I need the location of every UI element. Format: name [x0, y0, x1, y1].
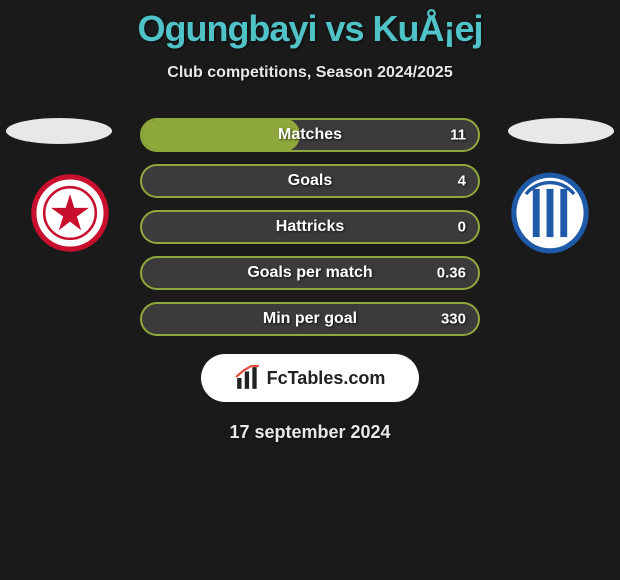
stat-row: Min per goal 330: [140, 302, 480, 336]
shield-icon: [500, 170, 600, 256]
comparison-area: Matches 11 Goals 4 Hattricks 0 Goals per match…: [0, 118, 620, 336]
stat-row: Goals per match 0.36: [140, 256, 480, 290]
stat-value-right: 0: [458, 219, 466, 236]
stat-label: Goals: [288, 172, 332, 190]
stat-row: Goals 4: [140, 164, 480, 198]
stat-fill-left: [140, 118, 300, 152]
stat-value-right: 330: [441, 311, 466, 328]
bar-chart-icon: [235, 365, 261, 391]
source-logo-box[interactable]: FcTables.com: [201, 354, 419, 402]
stat-value-right: 11: [450, 127, 466, 144]
stat-label: Goals per match: [247, 264, 372, 282]
subtitle: Club competitions, Season 2024/2025: [0, 64, 620, 82]
date-line: 17 september 2024: [0, 422, 620, 443]
stat-row: Hattricks 0: [140, 210, 480, 244]
stat-label: Min per goal: [263, 310, 357, 328]
club-badge-left: [20, 170, 120, 256]
source-logo-text: FcTables.com: [267, 368, 386, 389]
stat-value-right: 0.36: [437, 265, 466, 282]
stat-value-right: 4: [458, 173, 466, 190]
stat-row: Matches 11: [140, 118, 480, 152]
club-badge-right: [500, 170, 600, 256]
shield-icon: [20, 170, 120, 256]
page-title: Ogungbayi vs KuÅ¡ej: [0, 0, 620, 50]
player-oval-left: [6, 118, 112, 144]
stat-label: Hattricks: [276, 218, 344, 236]
stat-label: Matches: [278, 126, 342, 144]
player-oval-right: [508, 118, 614, 144]
